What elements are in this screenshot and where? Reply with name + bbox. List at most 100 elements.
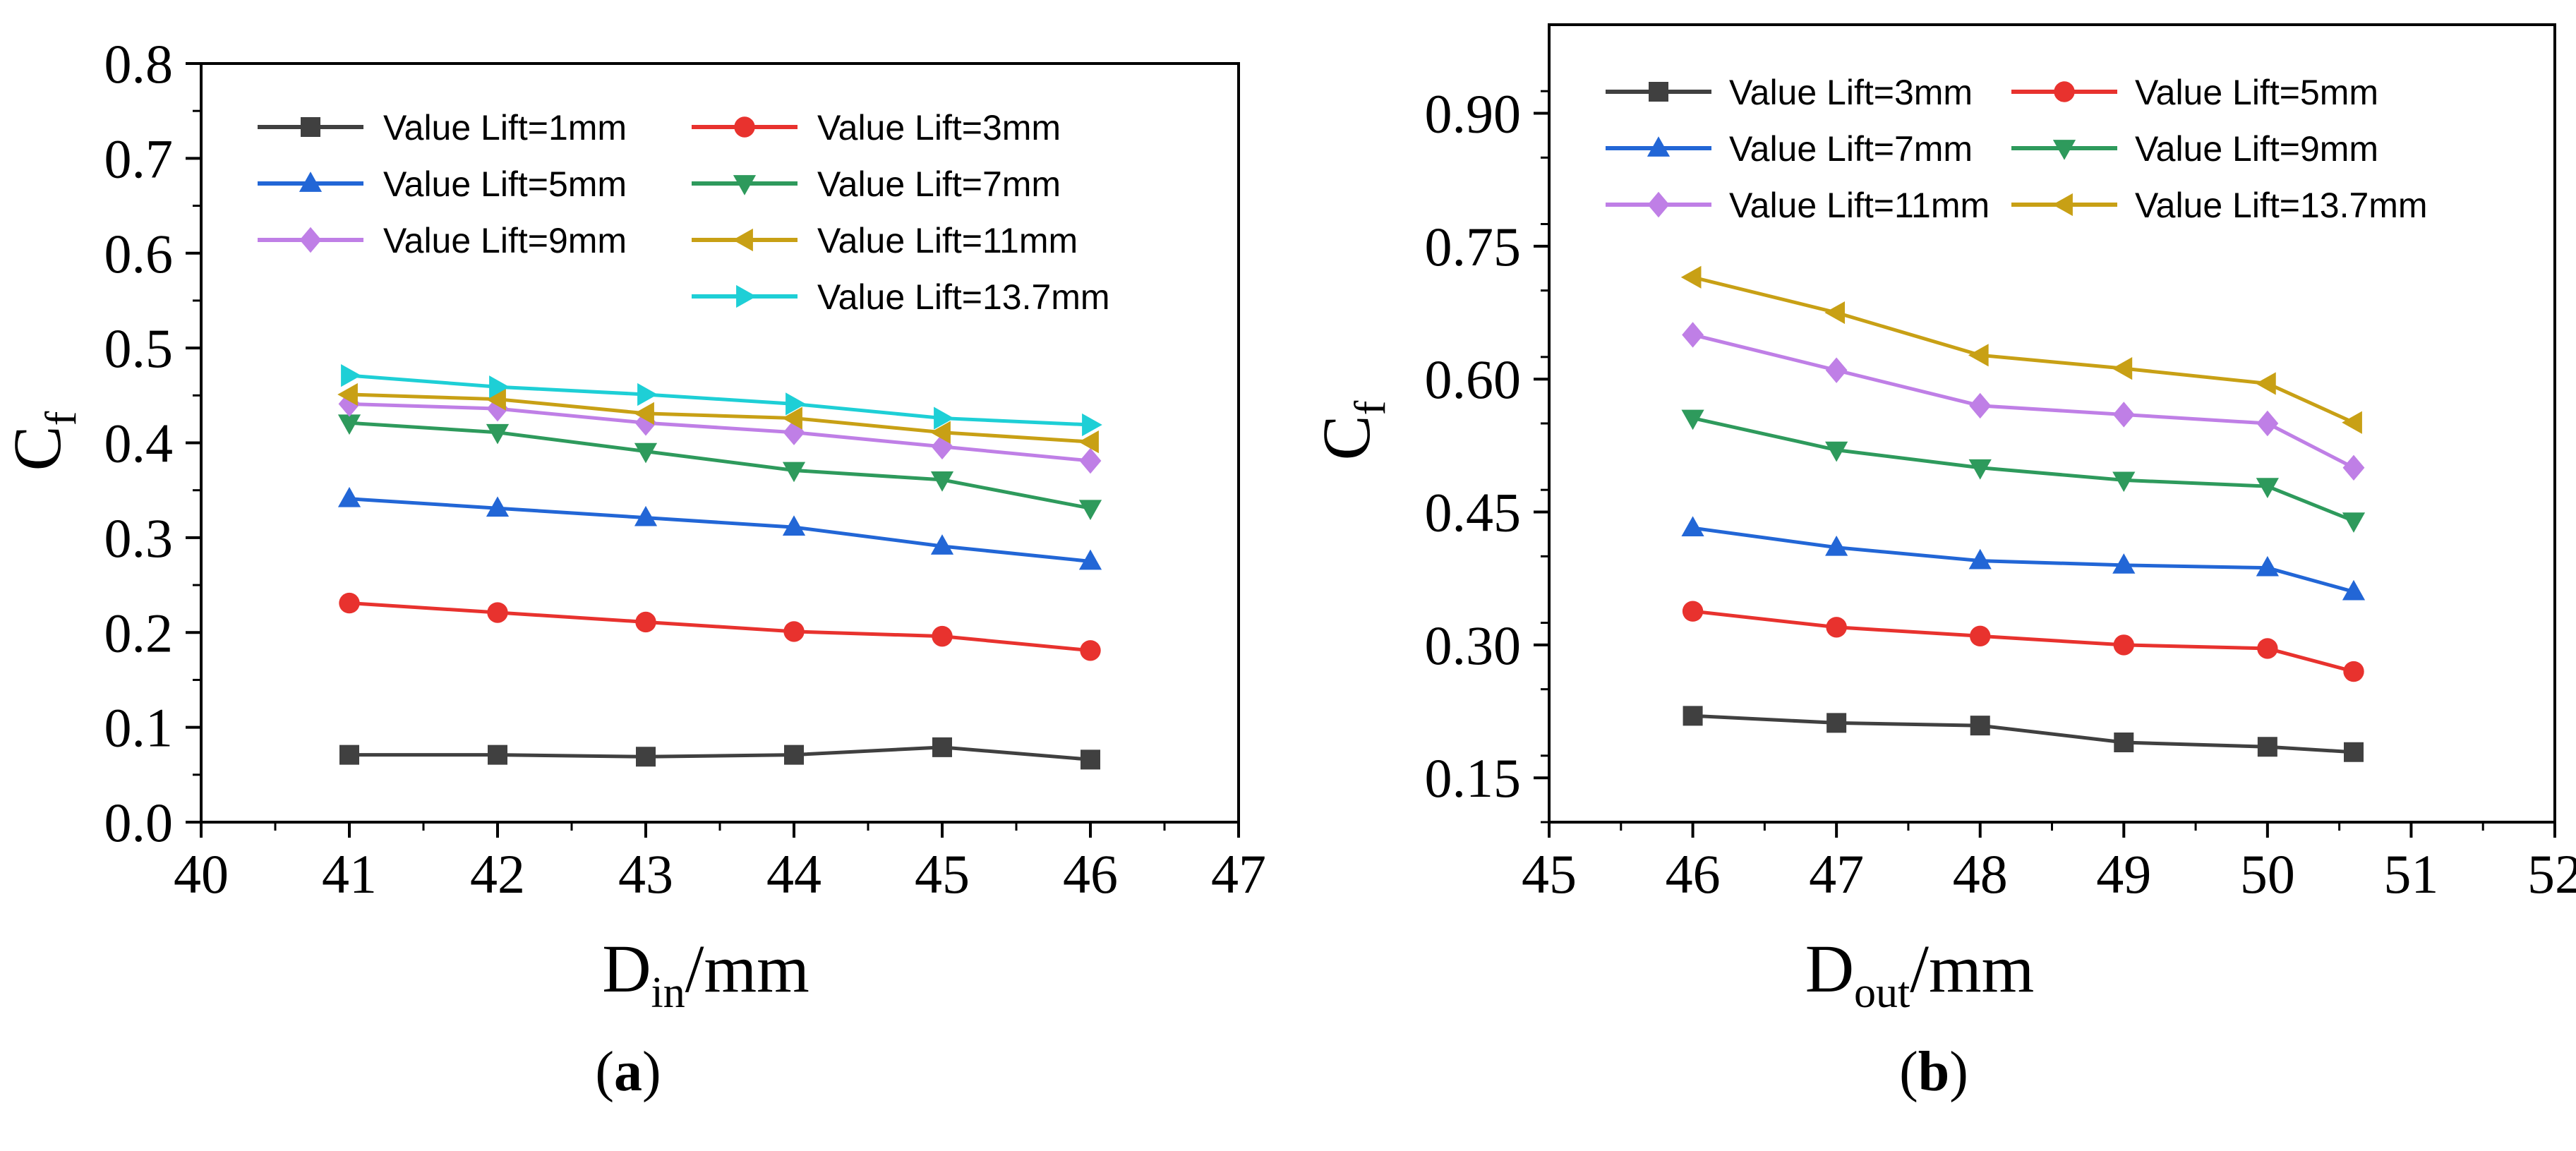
data-point: [2342, 454, 2365, 481]
x-tick-label: 48: [1953, 843, 2008, 905]
legend-item: Value Lift=3mm: [692, 108, 1061, 147]
caption-letter: a: [614, 1041, 642, 1103]
series-line: [1692, 526, 2354, 593]
data-point: [341, 363, 361, 387]
series-value-lift-13-7mm: [1680, 265, 2362, 434]
series-value-lift-5mm: [337, 486, 1102, 570]
y-tick-label: 0.90: [1425, 83, 1522, 145]
legend-item: Value Lift=9mm: [2011, 129, 2378, 169]
legend-label: Value Lift=5mm: [383, 164, 627, 204]
data-point: [636, 747, 656, 767]
legend-label: Value Lift=7mm: [817, 164, 1061, 204]
data-point: [2257, 638, 2278, 659]
series-line: [349, 497, 1091, 563]
series-line: [1692, 609, 2354, 673]
legend-item: Value Lift=9mm: [258, 221, 627, 260]
y-axis-label: Cf: [1308, 400, 1395, 460]
y-axis-label-main: C: [1308, 415, 1384, 460]
y-tick-label: 0.45: [1425, 482, 1522, 543]
data-point: [337, 382, 358, 406]
y-tick-label: 0.4: [104, 413, 174, 474]
x-tick-label: 43: [618, 843, 673, 905]
data-point: [1078, 430, 1099, 454]
y-axis-label-sub: f: [37, 411, 85, 426]
series-line: [1692, 275, 2355, 425]
x-tick-label: 51: [2383, 843, 2438, 905]
series-line: [1692, 333, 2355, 470]
data-point: [339, 592, 360, 614]
x-tick-label: 40: [174, 843, 229, 905]
data-point: [1681, 409, 1704, 430]
data-point: [2257, 737, 2277, 757]
data-point: [2112, 357, 2133, 380]
x-tick-label: 49: [2096, 843, 2151, 905]
data-point: [2113, 634, 2134, 656]
data-point: [2112, 402, 2135, 428]
data-point: [1970, 625, 1991, 647]
legend-item: Value Lift=11mm: [1606, 186, 1990, 225]
series-value-lift-11mm: [337, 382, 1099, 454]
y-axis-label-sub: f: [1347, 400, 1395, 415]
data-point: [637, 382, 658, 406]
legend-item: Value Lift=3mm: [1606, 73, 1973, 112]
legend-label: Value Lift=11mm: [817, 221, 1078, 260]
caption-close-paren: ): [642, 1041, 661, 1103]
data-point: [932, 625, 953, 647]
data-point: [1825, 441, 1848, 462]
y-tick-label: 0.1: [104, 697, 174, 759]
legend-label: Value Lift=9mm: [383, 221, 627, 260]
y-tick-label: 0.2: [104, 602, 174, 663]
data-point: [1078, 549, 1102, 570]
x-axis-label-sub: out: [1854, 969, 1910, 1017]
data-point: [2114, 733, 2134, 752]
chart-panel-a: 40 41 42 43 44 45 46 47 0.0 0.1 0.2 0.3 0.4 0.5 0.6 0.7…: [0, 33, 1266, 1103]
legend-label: Value Lift=7mm: [1729, 129, 1973, 169]
series-line: [349, 421, 1091, 510]
x-axis-label-unit: /mm: [685, 931, 809, 1006]
y-axis-label: Cf: [0, 411, 85, 471]
data-point: [337, 486, 361, 507]
legend-item: Value Lift=7mm: [1606, 129, 1973, 169]
x-tick-label: 42: [470, 843, 525, 905]
series-layer: [337, 363, 1102, 770]
axis-ticks: 40 41 42 43 44 45 46 47 0.0 0.1 0.2 0.3 0.4 0.5 0.6 0.7…: [104, 33, 1267, 905]
series-value-lift-3mm: [1683, 706, 2364, 762]
x-tick-label: 47: [1211, 843, 1266, 905]
x-axis-label: Dout/mm: [1805, 931, 2035, 1017]
data-point: [1968, 548, 1992, 570]
data-point: [1082, 413, 1102, 437]
legend-label: Value Lift=13.7mm: [2135, 186, 2428, 225]
legend-marker: [733, 228, 753, 252]
legend-label: Value Lift=3mm: [817, 108, 1061, 147]
data-point: [1078, 500, 1102, 521]
data-point: [784, 745, 804, 765]
x-axis-label-sub: in: [651, 969, 685, 1017]
legend-marker: [1647, 136, 1671, 157]
data-point: [2256, 410, 2279, 437]
data-point: [2256, 478, 2279, 498]
y-tick-label: 0.3: [104, 507, 174, 569]
panel-caption: (a): [595, 1041, 661, 1103]
series-value-lift-5mm: [1682, 601, 2364, 682]
data-point: [488, 745, 507, 765]
y-axis-label-main: C: [0, 426, 75, 471]
data-point: [1682, 601, 1704, 622]
caption-open-paren: (: [1899, 1041, 1918, 1103]
data-point: [782, 515, 806, 536]
x-tick-label: 47: [1809, 843, 1864, 905]
x-axis-label-unit: /mm: [1910, 931, 2034, 1006]
x-tick-label: 52: [2527, 843, 2576, 905]
data-point: [1825, 357, 1848, 383]
data-point: [1969, 392, 1992, 419]
x-tick-label: 41: [322, 843, 377, 905]
legend: Value Lift=1mm Value Lift=3mm Value Lift=5…: [258, 108, 1110, 317]
series-value-lift-11mm: [1682, 322, 2365, 481]
data-point: [635, 611, 656, 633]
y-tick-label: 0.7: [104, 128, 174, 189]
legend-marker: [734, 116, 755, 138]
data-point: [2342, 512, 2366, 533]
series-line: [349, 392, 1091, 444]
data-point: [782, 462, 806, 483]
